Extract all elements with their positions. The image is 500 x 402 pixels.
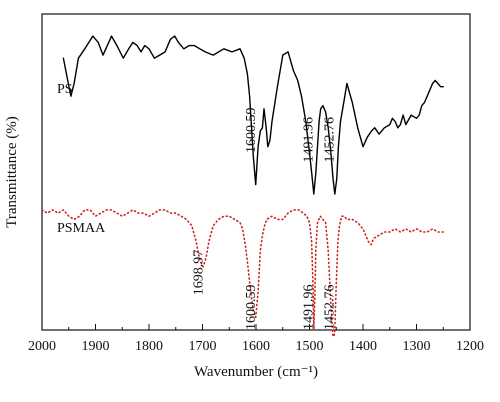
- peak-label: 1452.76: [323, 117, 338, 163]
- annotation-layer: PS PSMAA 1600.59 1491.96 1452.76 1698.97 1600.…: [57, 82, 338, 330]
- peak-label: 1452.76: [323, 285, 338, 331]
- x-tick-label: 1800: [135, 339, 163, 354]
- peak-label: 1600.59: [244, 108, 259, 154]
- y-axis-title: Transmittance (%): [4, 116, 20, 228]
- peak-label: 1600.59: [244, 285, 259, 331]
- x-tick-label: 2000: [28, 339, 56, 354]
- x-tick-label: 1200: [456, 339, 484, 354]
- peak-label: 1698.97: [192, 250, 207, 296]
- x-tick-label: 1300: [403, 339, 431, 354]
- x-axis-title: Wavenumber (cm⁻¹): [194, 364, 318, 380]
- x-axis-ticks: 2000 1900 1800 1700 1600 1500 1400 1300 1200: [28, 324, 484, 354]
- x-tick-label: 1900: [82, 339, 110, 354]
- series-layer: [41, 35, 445, 338]
- x-tick-label: 1600: [242, 339, 270, 354]
- x-tick-label: 1700: [189, 339, 217, 354]
- peak-label: 1491.96: [302, 117, 317, 163]
- peak-label: 1491.96: [302, 285, 317, 331]
- series-label-ps: PS: [57, 82, 73, 97]
- x-tick-label: 1500: [296, 339, 324, 354]
- series-line-ps: [62, 35, 444, 195]
- series-label-psmaa: PSMAA: [57, 221, 106, 236]
- series-line-psmaa: [41, 209, 445, 338]
- x-tick-label: 1400: [349, 339, 377, 354]
